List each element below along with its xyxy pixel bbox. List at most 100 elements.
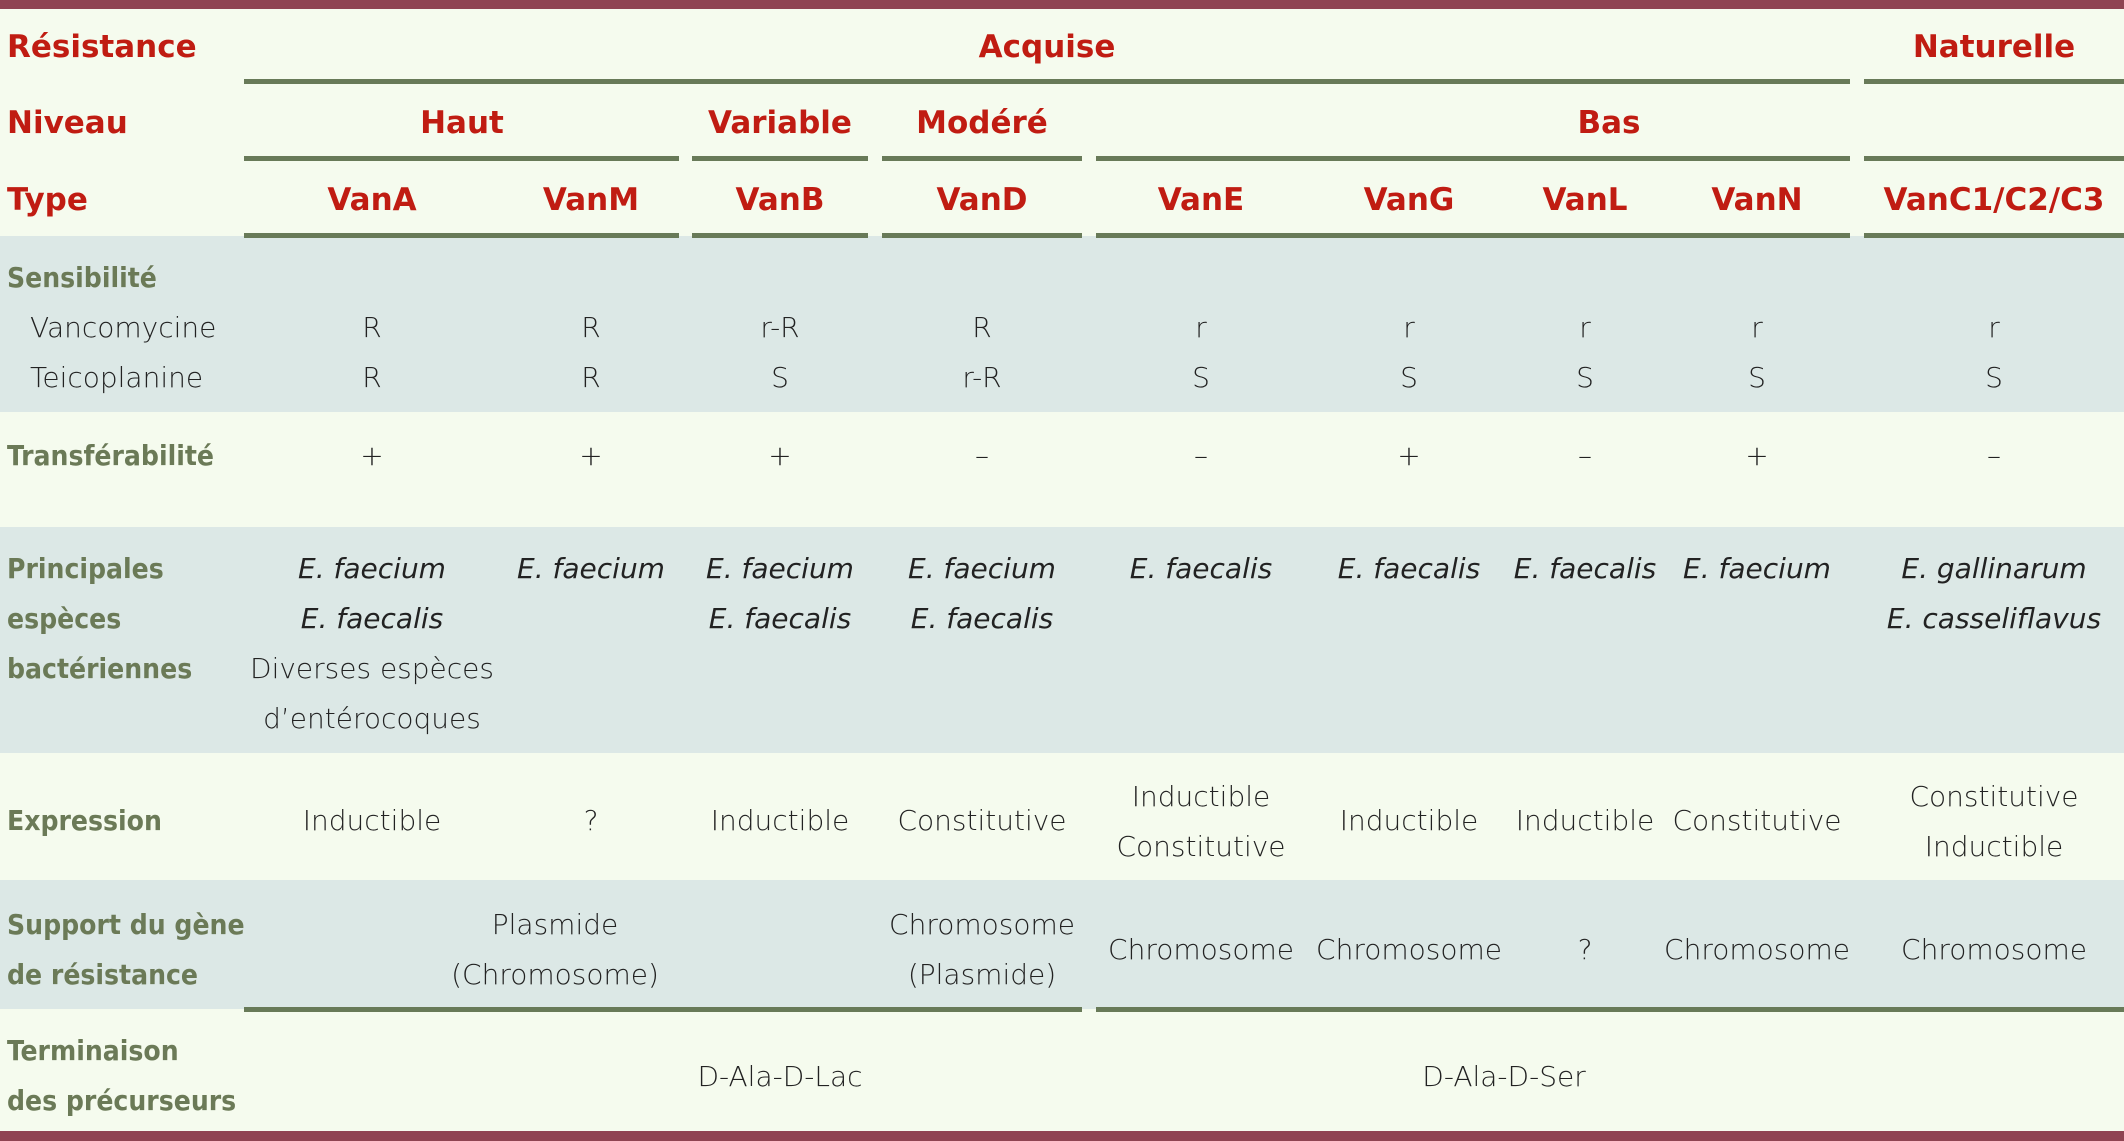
type-header: VanB <box>735 182 825 218</box>
vancomycine-cell: R <box>581 311 601 344</box>
especes-cell: E. faecium <box>517 552 665 585</box>
vancomycine-cell: R <box>362 311 382 344</box>
especes-cell: E. casseliflavus <box>1886 602 2102 635</box>
terminaison-cell: D-Ala-D-Lac <box>697 1060 863 1093</box>
naturelle-header: Naturelle <box>1912 29 2076 65</box>
vancomycine-cell: R <box>972 311 992 344</box>
especes-cell: Diverses espèces <box>250 652 494 685</box>
especes-cell: E. gallinarum <box>1901 552 2087 585</box>
transferabilite-cell: + <box>1745 439 1769 472</box>
especes-cell: d’entérocoques <box>263 702 481 735</box>
niveau-header: Modéré <box>916 105 1048 141</box>
expression-cell: ? <box>583 804 599 837</box>
especes-cell: E. faecium <box>298 552 446 585</box>
type-label: Type <box>7 182 88 218</box>
expression-cell: Inductible <box>710 804 850 837</box>
expression-cell: Constitutive <box>1909 780 2079 813</box>
transferabilite-cell: – <box>1194 439 1208 472</box>
vancomycine-cell: r <box>1195 311 1207 344</box>
type-header: VanL <box>1542 182 1628 218</box>
especes-cell: E. faecium <box>1683 552 1831 585</box>
expression-cell: Constitutive <box>1672 804 1842 837</box>
type-header: VanE <box>1157 182 1245 218</box>
acquise-header: Acquise <box>978 29 1116 65</box>
expression-cell: Inductible <box>1515 804 1655 837</box>
teicoplanine-cell: S <box>1192 361 1210 394</box>
especes-band <box>0 527 2124 753</box>
niveau-header: Bas <box>1577 105 1641 141</box>
rule-divider <box>244 1007 1082 1012</box>
especes-label: Principales <box>7 552 164 585</box>
expression-cell: Inductible <box>302 804 442 837</box>
vancomycine-cell: r-R <box>760 311 800 344</box>
resistance-label: Résistance <box>7 29 197 65</box>
top-border <box>0 0 2124 9</box>
niveau-label: Niveau <box>7 105 128 141</box>
expression-cell: Constitutive <box>1116 830 1286 863</box>
teicoplanine-label: Teicoplanine <box>30 361 204 394</box>
expression-cell: Inductible <box>1924 830 2064 863</box>
niveau-header: Variable <box>708 105 852 141</box>
especes-cell: E. faecium <box>908 552 1056 585</box>
especes-cell: E. faecalis <box>708 602 852 635</box>
teicoplanine-cell: S <box>1985 361 2003 394</box>
rule-divider <box>882 233 1082 238</box>
rule-divider <box>882 156 1082 161</box>
rule-divider <box>1864 156 2124 161</box>
rule-divider <box>1864 79 2124 84</box>
support-cell: Chromosome <box>889 908 1075 941</box>
transferabilite-cell: + <box>360 439 384 472</box>
type-header: VanC1/C2/C3 <box>1883 182 2105 218</box>
teicoplanine-cell: R <box>581 361 601 394</box>
vancomycine-cell: r <box>1751 311 1763 344</box>
teicoplanine-cell: S <box>1748 361 1766 394</box>
especes-cell: E. faecium <box>706 552 854 585</box>
especes-cell: E. faecalis <box>910 602 1054 635</box>
expression-cell: Constitutive <box>897 804 1067 837</box>
rule-divider <box>1096 1007 2124 1012</box>
teicoplanine-cell: S <box>771 361 789 394</box>
type-header: VanN <box>1711 182 1803 218</box>
type-header: VanD <box>936 182 1028 218</box>
support-cell: Chromosome <box>1108 933 1294 966</box>
rule-divider <box>1096 233 1850 238</box>
rule-divider <box>244 156 679 161</box>
expression-cell: Inductible <box>1131 780 1271 813</box>
expression-cell: Inductible <box>1339 804 1479 837</box>
vancomycine-cell: r <box>1403 311 1415 344</box>
transferabilite-cell: + <box>579 439 603 472</box>
especes-cell: E. faecalis <box>1513 552 1657 585</box>
rule-divider <box>244 233 679 238</box>
vancomycine-cell: r <box>1579 311 1591 344</box>
transferabilite-cell: + <box>1397 439 1421 472</box>
expression-label: Expression <box>7 804 162 837</box>
support-label: Support du gène <box>7 908 245 941</box>
transferabilite-cell: – <box>975 439 989 472</box>
rule-divider <box>692 233 868 238</box>
type-header: VanA <box>327 182 417 218</box>
support-cell: Chromosome <box>1901 933 2087 966</box>
rule-divider <box>692 156 868 161</box>
sensibilite-label: Sensibilité <box>7 261 157 294</box>
transferabilite-cell: – <box>1987 439 2001 472</box>
support-cell: Plasmide <box>491 908 619 941</box>
vancomycine-cell: r <box>1988 311 2000 344</box>
support-cell: Chromosome <box>1316 933 1502 966</box>
bottom-border <box>0 1131 2124 1141</box>
transferabilite-cell: – <box>1578 439 1592 472</box>
rule-divider <box>1096 156 1850 161</box>
support-label: de résistance <box>7 958 199 991</box>
teicoplanine-cell: S <box>1576 361 1594 394</box>
teicoplanine-cell: S <box>1400 361 1418 394</box>
transferabilite-label: Transférabilité <box>7 439 214 472</box>
terminaison-label: Terminaison <box>7 1034 179 1067</box>
especes-label: bactériennes <box>7 652 193 685</box>
sensibilite-band <box>0 236 2124 412</box>
support-cell: (Plasmide) <box>907 958 1057 991</box>
terminaison-label: des précurseurs <box>7 1084 237 1117</box>
support-cell: (Chromosome) <box>451 958 659 991</box>
support-band <box>0 880 2124 1009</box>
niveau-header: Haut <box>420 105 504 141</box>
terminaison-cell: D-Ala-D-Ser <box>1422 1060 1586 1093</box>
teicoplanine-cell: r-R <box>962 361 1002 394</box>
